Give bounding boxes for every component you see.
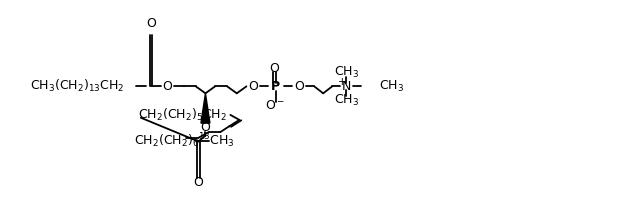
Text: CH$_3$: CH$_3$ bbox=[379, 79, 404, 94]
Text: O: O bbox=[146, 17, 156, 30]
Text: O: O bbox=[269, 62, 280, 75]
Text: O: O bbox=[163, 80, 173, 93]
Text: O: O bbox=[200, 121, 211, 134]
Text: N: N bbox=[342, 80, 351, 93]
Polygon shape bbox=[201, 93, 210, 123]
Text: O: O bbox=[193, 176, 204, 189]
Text: CH$_3$: CH$_3$ bbox=[333, 65, 359, 80]
Text: CH$_2$(CH$_2$)$_6$$^{13}$CH$_3$: CH$_2$(CH$_2$)$_6$$^{13}$CH$_3$ bbox=[134, 131, 236, 150]
Text: +: + bbox=[338, 77, 347, 87]
Text: CH$_3$(CH$_2$)$_{13}$CH$_2$: CH$_3$(CH$_2$)$_{13}$CH$_2$ bbox=[29, 78, 124, 94]
Text: O$^-$: O$^-$ bbox=[264, 99, 285, 112]
Text: CH$_3$: CH$_3$ bbox=[333, 93, 359, 108]
Text: O: O bbox=[294, 80, 304, 93]
Text: CH$_2$(CH$_2$)$_5$CH$_2$: CH$_2$(CH$_2$)$_5$CH$_2$ bbox=[138, 107, 227, 123]
Text: P: P bbox=[271, 80, 280, 93]
Text: O: O bbox=[248, 80, 259, 93]
